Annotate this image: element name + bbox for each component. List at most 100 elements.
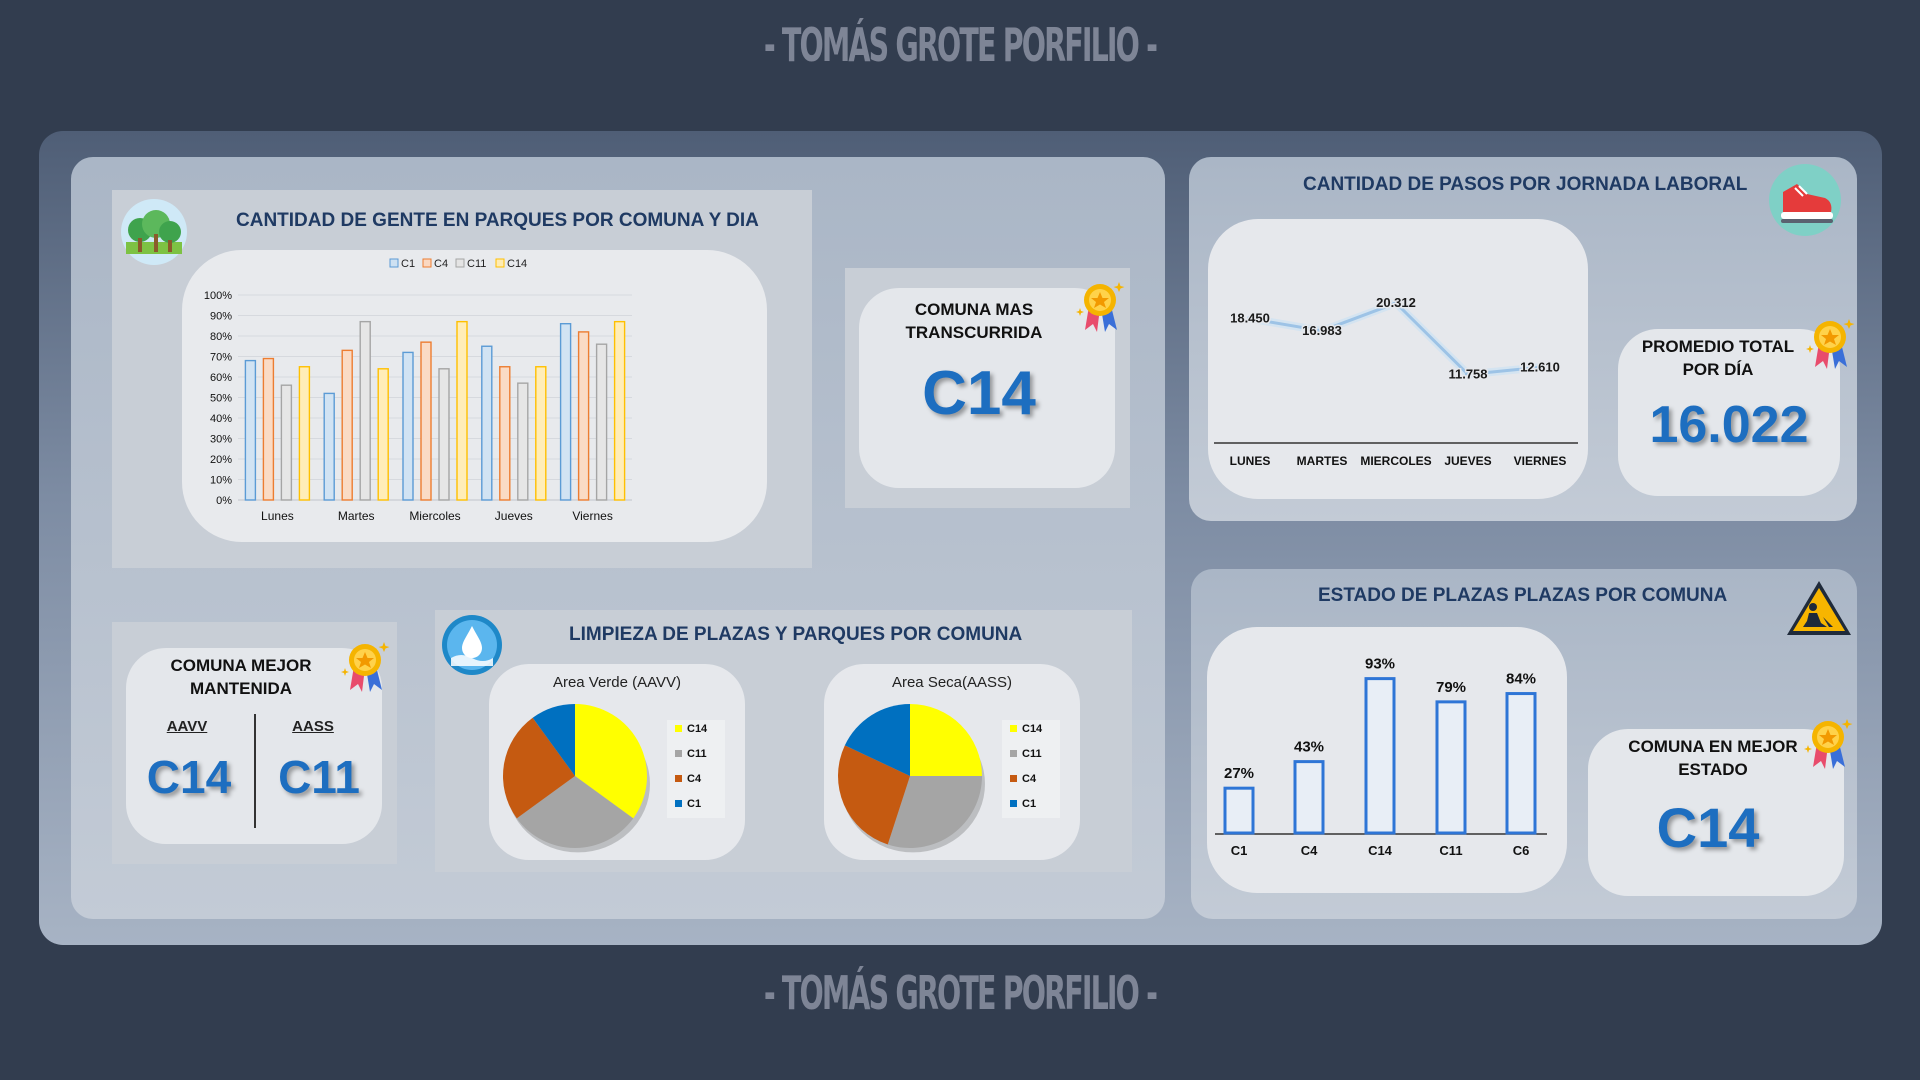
data-label: 79%	[1436, 679, 1466, 696]
y-tick-label: 0%	[216, 495, 232, 507]
medal-icon	[341, 642, 390, 692]
trees-icon	[121, 199, 187, 265]
aavv-value: C14	[146, 751, 232, 803]
bar-c11	[595, 343, 608, 501]
pie-slice-c11	[516, 776, 634, 848]
brand-header: - TOMÁS GROTE PORFILIO -	[763, 18, 1158, 72]
x-tick-label: Miercoles	[409, 509, 460, 523]
pie-legend-label: C4	[687, 773, 702, 785]
construction-sign-icon	[1787, 581, 1851, 635]
legend-swatch	[495, 258, 505, 268]
pie-legend-label: C14	[687, 723, 708, 735]
limpieza-card: LIMPIEZA DE PLAZAS Y PARQUES POR COMUNA …	[435, 610, 1132, 872]
aass-label: AASS	[292, 718, 334, 735]
pie-aavv-chart: C14 C11 C4 C1	[503, 704, 725, 853]
pie-slice-c4	[503, 717, 575, 819]
pasos-title: CANTIDAD DE PASOS POR JORNADA LABORAL	[1303, 174, 1748, 195]
y-tick-label: 80%	[210, 331, 232, 343]
data-label: 16.983	[1302, 323, 1342, 338]
kpi-mantenida-label: COMUNA MEJOR MANTENIDA	[170, 656, 312, 698]
sneaker-icon	[1769, 164, 1841, 236]
brand-footer: - TOMÁS GROTE PORFILIO -	[763, 966, 1158, 1020]
estado-chart-area: 27% C1 43% C4 93% C14 79% C11 84% C6	[1207, 627, 1567, 893]
data-label: 12.610	[1520, 359, 1560, 374]
line-point	[1319, 327, 1325, 334]
x-tick-label: VIERNES	[1514, 454, 1567, 468]
y-tick-label: 20%	[210, 454, 232, 466]
park-chart-area: C1 C4 C11 C14 0% 10% 20% 30% 40% 50% 60% 70% 80% 90% 1…	[182, 250, 767, 542]
legend-swatch	[422, 258, 432, 268]
water-drop-icon	[442, 615, 502, 675]
line-point	[1537, 364, 1543, 371]
bar-c4	[262, 357, 275, 501]
bar	[1293, 760, 1325, 835]
kpi-promedio-label: PROMEDIO TOTAL POR DÍA	[1641, 337, 1795, 379]
left-panel: CANTIDAD DE GENTE EN PARQUES POR COMUNA …	[71, 157, 1165, 919]
pie-slice-c14	[575, 704, 647, 819]
line-point	[1465, 371, 1471, 378]
kpi-mantenida-card: COMUNA MEJOR MANTENIDA AAVV AASS C14 C11	[112, 622, 397, 864]
bar	[1364, 677, 1396, 835]
kpi-transcurrida-value: C14	[922, 359, 1036, 428]
pie-slice-c11	[887, 776, 982, 848]
aass-value: C11	[278, 751, 360, 803]
bar-c14	[613, 320, 626, 501]
x-tick-label: Jueves	[495, 509, 533, 523]
kpi-divider	[254, 714, 256, 828]
pie-legend-swatch	[1010, 750, 1017, 757]
bar-c1	[323, 392, 335, 501]
x-tick-label: C4	[1301, 843, 1318, 858]
kpi-estado-value: C14	[1656, 796, 1760, 859]
bar-c1	[481, 345, 493, 501]
y-tick-label: 30%	[210, 434, 232, 446]
bar	[1223, 786, 1255, 835]
pie-aass-chart: C14 C11 C4 C1	[838, 704, 1060, 853]
y-tick-label: 90%	[210, 311, 232, 323]
kpi-transcurrida-card: COMUNA MAS TRANSCURRIDA C14	[845, 268, 1130, 508]
legend-label: C14	[507, 258, 527, 270]
legend-label: C11	[467, 258, 486, 270]
y-tick-label: 60%	[210, 372, 232, 384]
pie-legend-label: C11	[1022, 748, 1042, 760]
bar-c4	[577, 331, 590, 501]
x-tick-label: JUEVES	[1444, 454, 1491, 468]
pie-legend-label: C1	[1022, 798, 1036, 810]
bar-c1	[559, 322, 572, 501]
bar-c14	[377, 368, 389, 501]
pie-legend-label: C1	[687, 798, 701, 810]
kpi-promedio-value: 16.022	[1649, 396, 1809, 454]
bar-c11	[438, 368, 450, 501]
kpi-transcurrida-label: COMUNA MAS TRANSCURRIDA	[905, 300, 1043, 342]
x-tick-label: Lunes	[261, 509, 294, 523]
medal-icon	[1804, 719, 1853, 769]
y-tick-label: 100%	[204, 290, 232, 302]
pasos-chart-area: 18.450 16.983 20.312 11.758 12.610 LUNES MARTE…	[1208, 219, 1588, 499]
park-chart-card: CANTIDAD DE GENTE EN PARQUES POR COMUNA …	[112, 190, 812, 568]
bar-c11	[517, 382, 529, 501]
pie-legend-label: C11	[687, 748, 707, 760]
bar-c11	[359, 320, 371, 501]
line-point	[1393, 300, 1399, 307]
pie-legend-swatch	[1010, 775, 1017, 782]
medal-icon	[1806, 319, 1855, 369]
pie-aavv-card: Area Verde (AAVV) C14 C11 C4 C1	[489, 664, 745, 860]
kpi-estado-label: COMUNA EN MEJOR ESTADO	[1628, 737, 1798, 779]
bar-c14	[535, 366, 547, 501]
limpieza-title: LIMPIEZA DE PLAZAS Y PARQUES POR COMUNA	[569, 624, 1023, 645]
x-tick-label: LUNES	[1230, 454, 1271, 468]
legend-label: C4	[434, 258, 448, 270]
pasos-panel: CANTIDAD DE PASOS POR JORNADA LABORAL 18…	[1189, 157, 1857, 521]
line-point	[1247, 315, 1253, 322]
pie-legend-swatch	[675, 775, 682, 782]
legend-swatch	[455, 258, 465, 268]
pie-slice-c1	[844, 704, 910, 776]
pie-aavv-title: Area Verde (AAVV)	[552, 674, 682, 691]
kpi-promedio-card: PROMEDIO TOTAL POR DÍA 16.022	[1618, 329, 1840, 496]
estado-panel: ESTADO DE PLAZAS PLAZAS POR COMUNA 27% C1…	[1191, 569, 1857, 919]
data-label: 43%	[1294, 739, 1324, 756]
pie-legend-swatch	[1010, 800, 1017, 807]
dashboard-frame: CANTIDAD DE GENTE EN PARQUES POR COMUNA …	[39, 131, 1882, 945]
x-tick-label: C11	[1439, 843, 1462, 858]
pie-legend-swatch	[1010, 725, 1017, 732]
bar-c11	[280, 384, 293, 501]
